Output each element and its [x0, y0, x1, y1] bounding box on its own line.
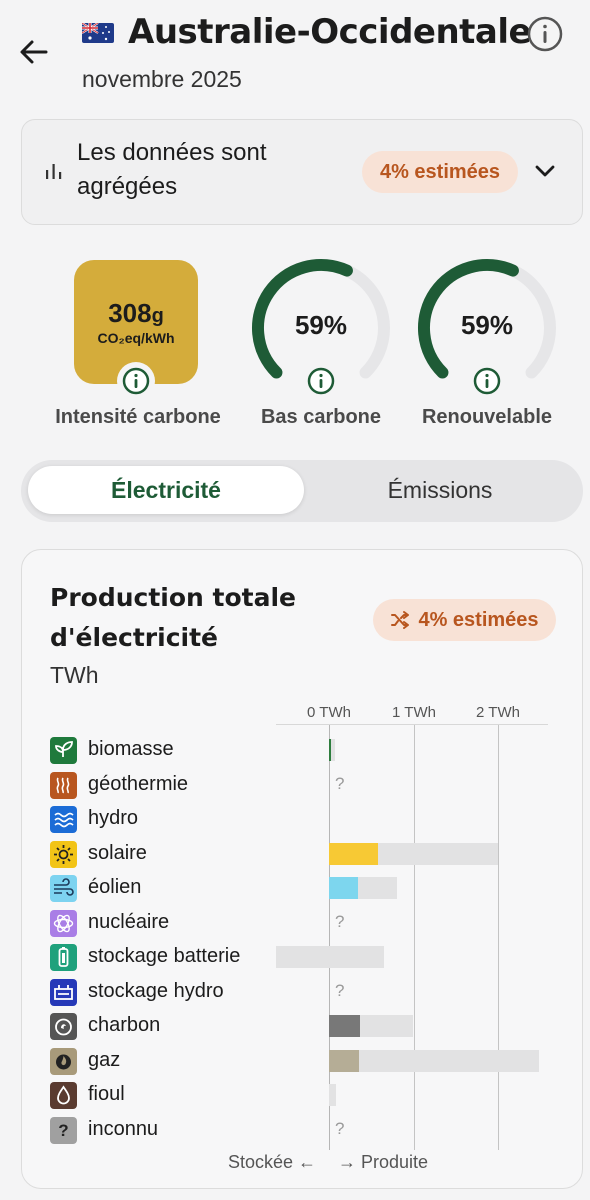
- source-label: solaire: [88, 842, 147, 865]
- source-label: éolien: [88, 876, 141, 899]
- low-carbon-label: Bas carbone: [236, 406, 406, 429]
- source-row-2[interactable]: hydro: [50, 803, 580, 837]
- unknown-value-mark: ?: [335, 774, 344, 794]
- source-row-8[interactable]: charbon: [50, 1010, 580, 1044]
- stored-capacity-bar: [276, 946, 329, 968]
- info-icon[interactable]: [526, 15, 564, 53]
- production-bar: [329, 843, 378, 865]
- carbon-intensity-label: Intensité carbone: [53, 406, 223, 429]
- atom-icon: [50, 910, 77, 937]
- source-label: géothermie: [88, 773, 188, 796]
- source-label: fioul: [88, 1083, 125, 1106]
- hydro-storage-icon: [50, 979, 77, 1006]
- wind-icon: [50, 875, 77, 902]
- renewable-info-button[interactable]: [468, 362, 506, 400]
- source-row-3[interactable]: solaire: [50, 838, 580, 872]
- leaf-icon: [50, 737, 77, 764]
- renewable-value: 59%: [417, 310, 557, 341]
- source-label: hydro: [88, 807, 138, 830]
- axis-tick-1: 1 TWh: [392, 704, 436, 721]
- coal-icon: [50, 1013, 77, 1040]
- source-row-9[interactable]: gaz: [50, 1045, 580, 1079]
- carbon-intensity-metric: 308g CO₂eq/kWh Intensité carbone: [53, 258, 223, 438]
- source-row-4[interactable]: éolien: [50, 872, 580, 906]
- shuffle-icon: [390, 610, 410, 630]
- heat-waves-icon: [50, 772, 77, 799]
- low-carbon-metric: 59% Bas carbone: [236, 258, 406, 438]
- legend-stored: Stockée ←: [228, 1152, 316, 1173]
- svg-text:?: ?: [58, 1121, 68, 1140]
- source-label: gaz: [88, 1049, 120, 1072]
- flame-icon: [50, 1048, 77, 1075]
- water-icon: [50, 806, 77, 833]
- production-card: Production totale d'électricité 4% estim…: [21, 549, 583, 1189]
- question-icon: ?: [50, 1117, 77, 1144]
- aggregation-card[interactable]: Les données sont agrégées 4% estimées: [21, 119, 583, 225]
- production-bar: [329, 1015, 360, 1037]
- arrow-left-icon: [18, 36, 50, 68]
- capacity-bar: [329, 1084, 336, 1106]
- axis-tick-0: 0 TWh: [307, 704, 351, 721]
- source-label: nucléaire: [88, 911, 169, 934]
- source-label: stockage hydro: [88, 980, 224, 1003]
- axis-tick-2: 2 TWh: [476, 704, 520, 721]
- axis-line: [276, 724, 548, 725]
- low-carbon-value: 59%: [251, 310, 391, 341]
- legend-produced: → Produite: [338, 1152, 428, 1173]
- source-label: stockage batterie: [88, 945, 240, 968]
- source-label: biomasse: [88, 738, 174, 761]
- source-row-11[interactable]: ? inconnu?: [50, 1114, 580, 1148]
- estimated-badge[interactable]: 4% estimées: [362, 151, 518, 193]
- aggregation-text: Les données sont agrégées: [77, 136, 337, 204]
- tab-switcher: Électricité Émissions: [21, 460, 583, 522]
- production-unit: TWh: [50, 662, 99, 689]
- production-estimated-text: 4% estimées: [418, 609, 538, 632]
- source-label: charbon: [88, 1014, 160, 1037]
- low-carbon-info-button[interactable]: [302, 362, 340, 400]
- info-icon: [306, 366, 336, 396]
- source-row-7[interactable]: stockage hydro?: [50, 976, 580, 1010]
- unknown-value-mark: ?: [335, 981, 344, 1001]
- zone-date: novembre 2025: [82, 66, 242, 93]
- production-estimated-badge[interactable]: 4% estimées: [373, 599, 556, 641]
- source-row-5[interactable]: nucléaire?: [50, 907, 580, 941]
- source-row-0[interactable]: biomasse: [50, 734, 580, 768]
- capacity-bar: [329, 946, 384, 968]
- chevron-down-icon[interactable]: [532, 160, 558, 182]
- source-label: inconnu: [88, 1118, 158, 1141]
- info-icon: [121, 366, 151, 396]
- production-title: Production totale d'électricité: [50, 578, 340, 658]
- battery-icon: [50, 944, 77, 971]
- australia-flag-icon: [82, 23, 114, 43]
- capacity-bar: [329, 1050, 539, 1072]
- carbon-intensity-unit: CO₂eq/kWh: [74, 330, 198, 346]
- carbon-intensity-info-button[interactable]: [117, 362, 155, 400]
- carbon-intensity-value: 308g: [74, 298, 198, 329]
- source-row-6[interactable]: stockage batterie: [50, 941, 580, 975]
- sun-icon: [50, 841, 77, 868]
- tab-emissions[interactable]: Émissions: [304, 466, 576, 514]
- renewable-label: Renouvelable: [402, 406, 572, 429]
- zone-title: Australie-Occidentale: [128, 12, 531, 52]
- renewable-metric: 59% Renouvelable: [402, 258, 572, 438]
- chart-legend: Stockée ← → Produite: [22, 1152, 584, 1176]
- source-row-10[interactable]: fioul: [50, 1079, 580, 1113]
- source-row-1[interactable]: géothermie?: [50, 769, 580, 803]
- tab-electricity[interactable]: Électricité: [28, 466, 304, 514]
- info-icon: [472, 366, 502, 396]
- production-bar: [329, 739, 331, 761]
- oil-drop-icon: [50, 1082, 77, 1109]
- unknown-value-mark: ?: [335, 1119, 344, 1139]
- unknown-value-mark: ?: [335, 912, 344, 932]
- production-bar: [329, 1050, 359, 1072]
- bar-chart-icon: [44, 160, 64, 182]
- production-bar: [329, 877, 358, 899]
- back-button[interactable]: [16, 34, 52, 70]
